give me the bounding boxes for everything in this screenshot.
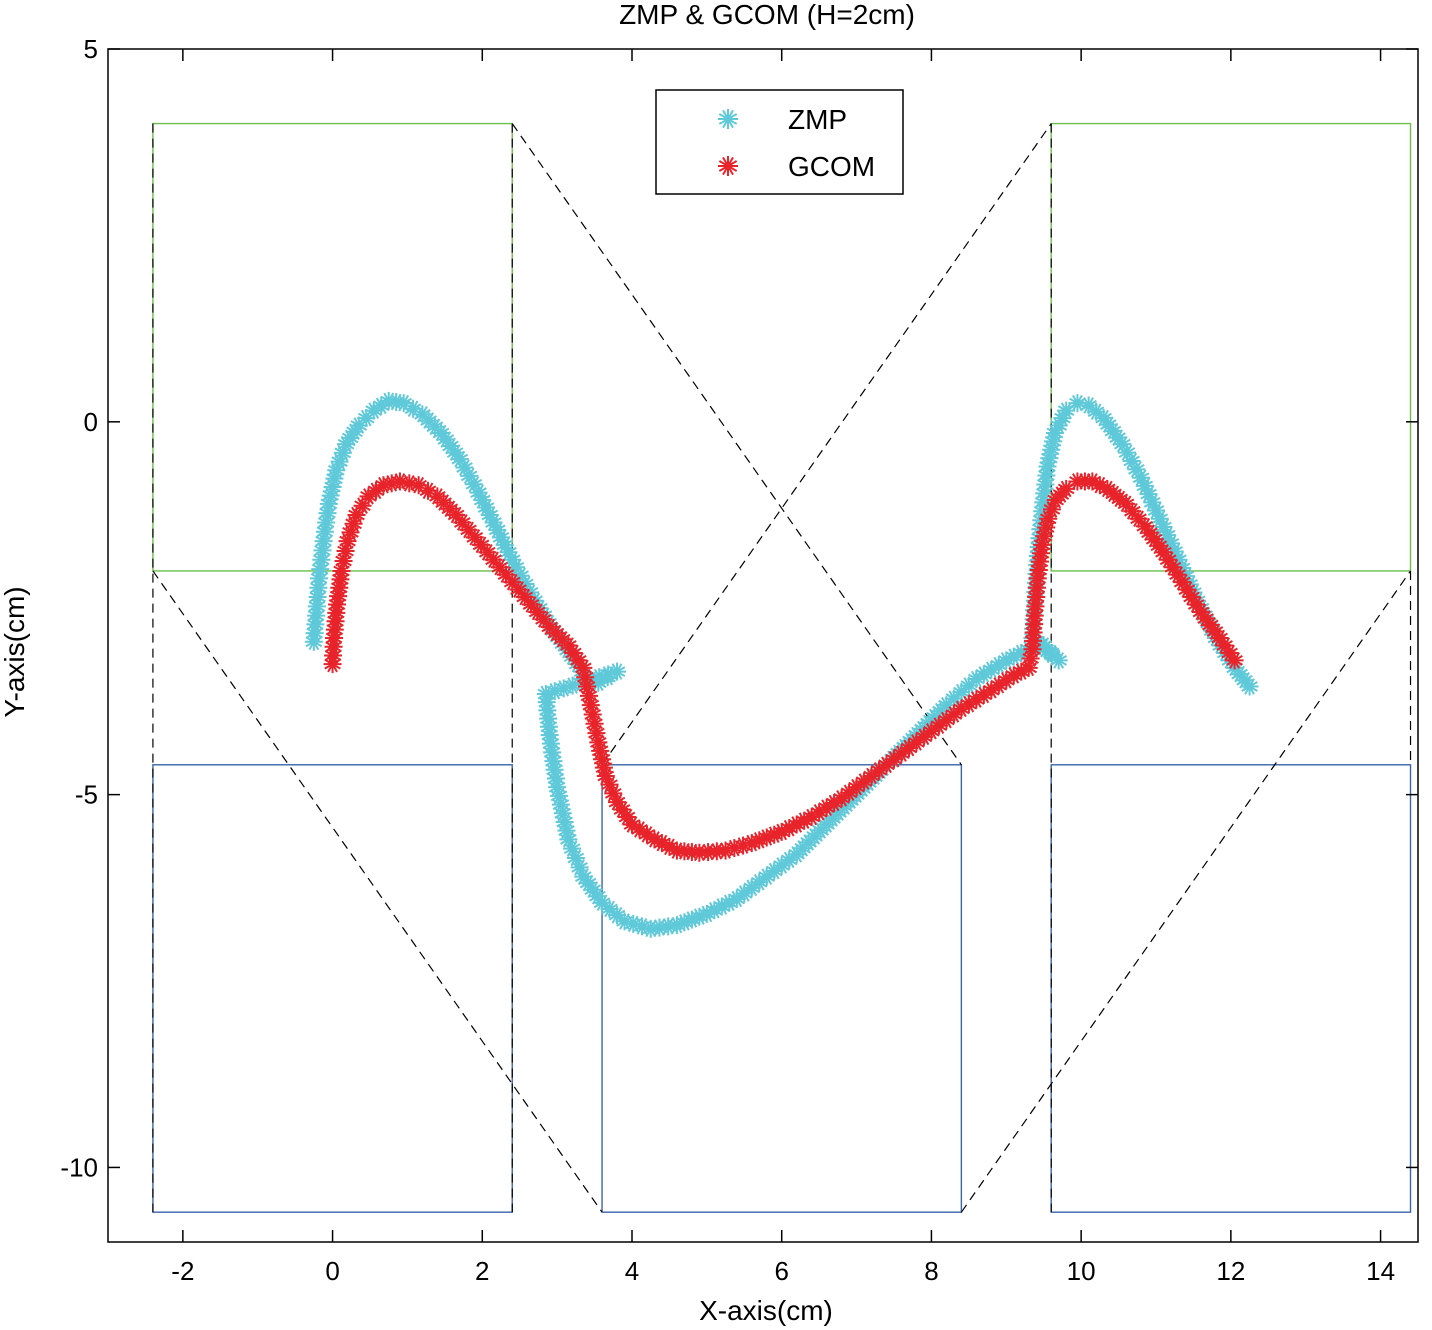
support-line-5 [960,570,1412,1213]
x-axis: -2 0 2 4 6 8 10 12 14 [171,49,1395,1286]
point-gcom-121 [1019,658,1038,677]
legend-label-zmp: ZMP [788,104,847,135]
point-gcom-13 [336,542,355,561]
series-gcom [323,472,1244,862]
y-tick-label: -5 [75,780,98,810]
support-line-4 [601,123,1052,766]
y-tick-label: 0 [84,407,98,437]
x-tick-label: 14 [1366,1256,1395,1286]
legend-star-gcom [718,156,738,176]
foot-rect-blue-2 [152,764,513,1213]
point-zmp-202 [1079,396,1098,415]
point-gcom-24 [400,474,419,493]
legend-marker-zmp [718,109,738,129]
point-zmp-88 [544,752,563,771]
point-zmp-105 [593,893,612,912]
point-zmp-89 [545,760,564,779]
y-tick-label: 5 [84,34,98,64]
foot-rect-green-1 [1050,122,1412,572]
point-zmp-191 [1036,475,1055,494]
x-tick-label: 10 [1067,1256,1096,1286]
point-gcom-56 [583,705,602,724]
series-zmp [304,391,1259,938]
point-gcom-54 [579,686,598,705]
support-line-2 [511,123,962,766]
x-tick-label: -2 [171,1256,194,1286]
chart-title: ZMP & GCOM (H=2cm) [619,0,915,30]
foot-rect-blue-4 [1050,764,1412,1213]
legend-box [655,89,904,195]
y-axis-title: Y-axis(cm) [0,586,30,717]
legend-star-zmp [718,109,738,129]
point-zmp-3 [307,606,326,625]
x-tick-label: 2 [475,1256,489,1286]
foot-rect-blue-3 [601,764,963,1213]
point-gcom-11 [332,561,351,580]
point-zmp-239 [1240,677,1259,696]
x-axis-title: X-axis(cm) [699,1295,833,1326]
plot-frame [107,48,1419,1243]
legend-label-gcom: GCOM [788,151,875,182]
x-tick-label: 6 [774,1256,788,1286]
point-zmp-200 [1057,401,1076,420]
point-gcom-35 [478,543,497,562]
x-tick-label: 8 [924,1256,938,1286]
x-tick-label: 4 [625,1256,639,1286]
point-zmp-124 [742,878,761,897]
point-gcom-16 [344,514,363,533]
x-tick-label: 0 [325,1256,339,1286]
point-gcom-33 [465,528,484,547]
point-zmp-42 [460,466,479,485]
x-tick-label: 12 [1216,1256,1245,1286]
y-axis: 5 0 -5 -10 [60,34,1418,1182]
point-gcom-172 [1225,651,1244,670]
plot-area [152,122,1412,1213]
legend: ZMP GCOM [655,89,904,195]
y-tick-label: -10 [60,1152,98,1182]
support-line-3 [152,570,603,1213]
legend-marker-gcom [718,156,738,176]
point-gcom-142 [1057,479,1076,498]
